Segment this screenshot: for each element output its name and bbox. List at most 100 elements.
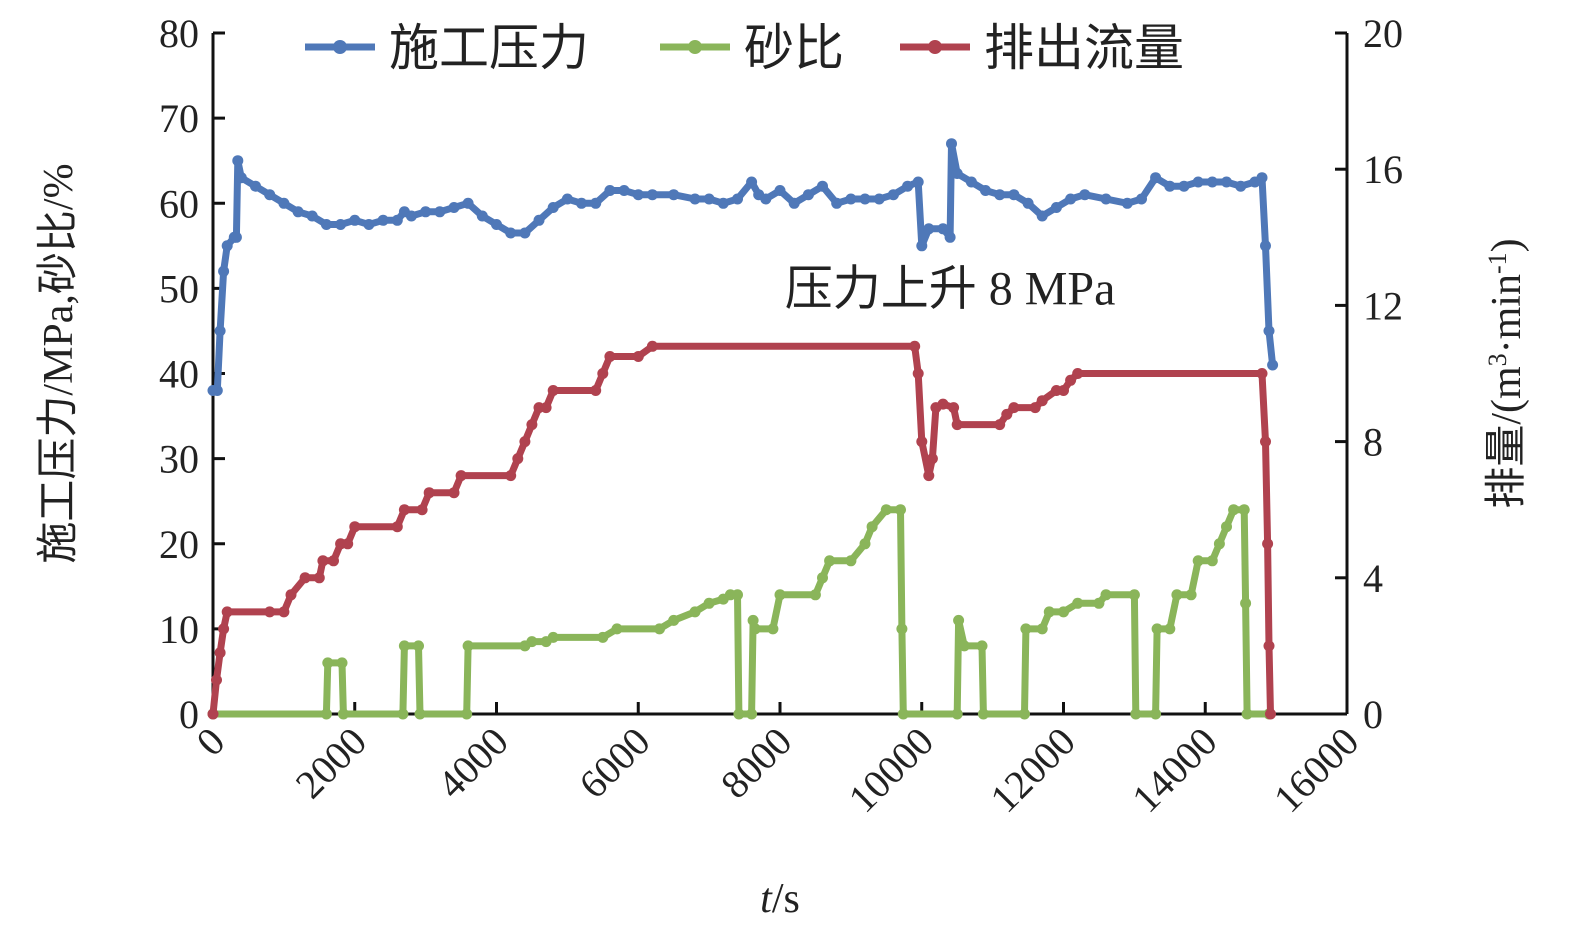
- data-point: [717, 197, 729, 209]
- data-point: [221, 240, 233, 252]
- data-point: [1263, 325, 1275, 337]
- axis-labels: 0 10 20 30 40 50 60 70 80 0 4 8 12 16 20 0 2000 4000 6000 8…: [36, 11, 1530, 922]
- y2-tick-label: 12: [1363, 283, 1403, 328]
- data-point: [320, 708, 332, 720]
- data-point: [221, 606, 233, 618]
- data-point: [689, 606, 701, 618]
- data-point: [214, 325, 226, 337]
- data-point: [1263, 640, 1275, 652]
- data-point: [232, 155, 244, 167]
- data-point: [235, 172, 247, 184]
- data-point: [349, 521, 361, 533]
- y2-tick-label: 20: [1363, 11, 1403, 56]
- data-point: [214, 647, 226, 659]
- data-point: [1093, 597, 1105, 609]
- y2-tick-label: 16: [1363, 147, 1403, 192]
- data-point: [916, 436, 928, 448]
- data-point: [897, 708, 909, 720]
- data-point: [1206, 176, 1218, 188]
- data-point: [1001, 408, 1013, 420]
- data-point: [337, 708, 349, 720]
- data-point: [320, 219, 332, 230]
- data-point: [980, 185, 991, 196]
- y2-tick-label: 4: [1363, 556, 1383, 601]
- plot-area: [207, 138, 1279, 720]
- data-point: [285, 589, 297, 601]
- data-point: [1185, 589, 1197, 601]
- data-point: [211, 674, 222, 686]
- data-point: [859, 538, 871, 550]
- legend-marker: [688, 40, 702, 54]
- data-point: [774, 589, 786, 601]
- data-point: [397, 708, 409, 720]
- data-point: [1058, 606, 1069, 618]
- data-point: [211, 385, 223, 396]
- data-point: [817, 180, 828, 192]
- data-point: [505, 227, 517, 239]
- data-point: [461, 708, 473, 720]
- data-point: [1072, 368, 1084, 379]
- x-tick-label: 0: [187, 719, 233, 765]
- data-point: [1206, 555, 1218, 567]
- data-point: [590, 385, 602, 396]
- data-point: [817, 572, 828, 584]
- data-point: [540, 402, 552, 414]
- data-point: [313, 572, 325, 584]
- data-point: [526, 419, 538, 431]
- data-point: [937, 223, 949, 235]
- y2-tick-label: 0: [1363, 692, 1383, 737]
- legend-label: 排出流量: [984, 20, 1184, 76]
- data-point: [377, 214, 389, 226]
- data-point: [926, 453, 938, 465]
- data-point: [491, 219, 502, 230]
- data-point: [455, 470, 467, 482]
- data-point: [611, 623, 623, 635]
- data-point: [336, 657, 348, 669]
- data-point: [1265, 708, 1276, 720]
- data-point: [335, 219, 347, 230]
- data-point: [1240, 597, 1252, 609]
- annotation-pressure-rise: 压力上升 8 MPa: [785, 262, 1116, 315]
- data-point: [774, 185, 786, 196]
- y-axis-title: 施工压力/MPa,砂比/%: [36, 163, 82, 563]
- data-point: [398, 640, 410, 652]
- data-point: [1036, 395, 1048, 407]
- data-point: [462, 640, 474, 652]
- data-point: [349, 214, 361, 226]
- y-tick-label: 20: [159, 522, 199, 567]
- data-point: [1043, 606, 1055, 618]
- y2-axis-title: 排量/(m3·min-1): [1483, 238, 1531, 508]
- legend-label: 施工压力: [389, 20, 589, 76]
- data-point: [859, 193, 871, 205]
- data-point: [912, 176, 924, 188]
- data-point: [476, 210, 488, 222]
- data-point: [767, 623, 779, 635]
- data-point: [845, 555, 857, 567]
- data-point: [207, 708, 219, 720]
- data-point: [1256, 368, 1268, 379]
- data-point: [1065, 374, 1077, 386]
- data-point: [328, 555, 339, 567]
- data-point: [519, 436, 531, 448]
- data-point: [512, 453, 524, 465]
- data-point: [391, 521, 403, 533]
- data-point: [994, 189, 1006, 201]
- data-point: [845, 193, 857, 205]
- data-point: [946, 138, 957, 150]
- data-point: [703, 597, 715, 609]
- data-point: [264, 189, 276, 201]
- data-point: [895, 504, 906, 516]
- data-point: [632, 189, 644, 201]
- data-point: [1171, 589, 1183, 601]
- data-point: [391, 214, 403, 226]
- data-point: [533, 214, 545, 226]
- data-point: [590, 197, 602, 209]
- data-point: [448, 487, 460, 499]
- data-point: [977, 708, 989, 720]
- data-point: [1178, 180, 1190, 192]
- data-point: [923, 223, 935, 235]
- data-point: [912, 368, 924, 379]
- data-point: [732, 589, 743, 601]
- data-point: [1136, 193, 1147, 205]
- data-point: [576, 197, 587, 209]
